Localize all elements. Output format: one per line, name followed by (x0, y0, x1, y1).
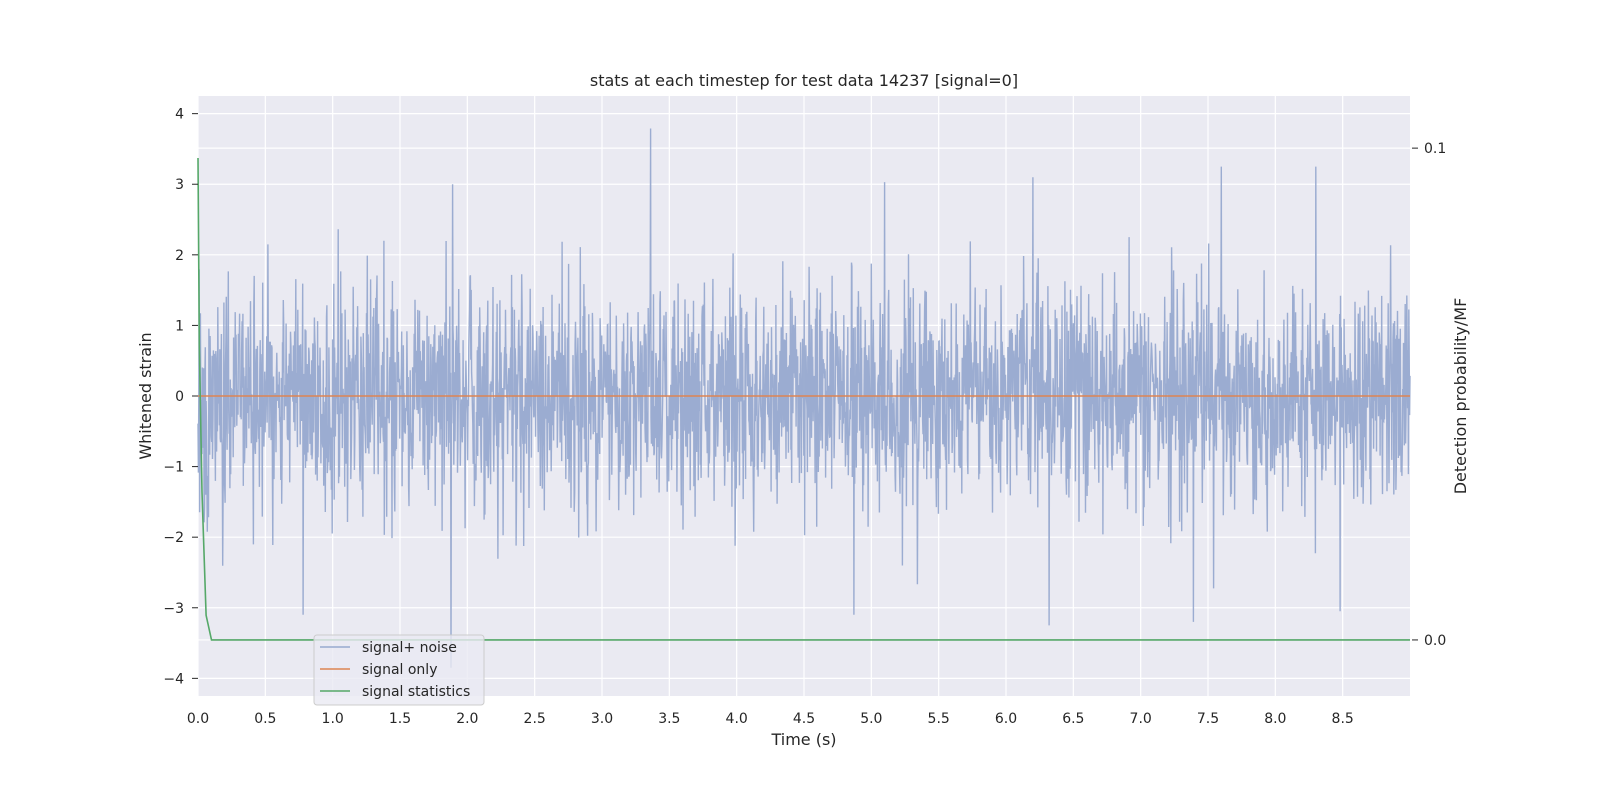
x-tick-label: 4.5 (793, 711, 815, 727)
x-tick-label: 2.0 (456, 711, 478, 727)
x-tick-label: 6.5 (1062, 711, 1084, 727)
legend-label-statistics: signal statistics (362, 684, 470, 700)
legend-label-noise: signal+ noise (362, 640, 457, 656)
chart-title: stats at each timestep for test data 142… (590, 71, 1018, 90)
x-tick-label: 5.0 (860, 711, 882, 727)
x-tick-label: 8.0 (1264, 711, 1286, 727)
y-tick-label: −2 (163, 530, 184, 546)
x-tick-label: 8.5 (1332, 711, 1354, 727)
legend-frame (313, 634, 485, 706)
y-tick-label: −3 (163, 601, 184, 617)
y-axis-label: Whitened strain (136, 332, 155, 459)
x-tick-label: 3.5 (658, 711, 680, 727)
x-tick-label: 0.0 (187, 711, 209, 727)
y-tick-label: 3 (175, 177, 184, 193)
y2-tick-label: 0.1 (1424, 141, 1446, 157)
legend: signal+ noise signal only signal statist… (313, 634, 485, 706)
series-signal-noise-line (197, 128, 1411, 668)
y2-tick-label: 0.0 (1424, 633, 1446, 649)
tick-layer: 0.0 0.5 1.0 1.5 2.0 2.5 3.0 3.5 4.0 4.5 5.0 5.5 6.0 6… (163, 107, 1446, 727)
x-axis-label: Time (s) (770, 730, 836, 749)
x-tick-label: 4.0 (726, 711, 748, 727)
y-tick-label: 0 (175, 389, 184, 405)
x-tick-label: 1.5 (389, 711, 411, 727)
y-tick-label: 2 (175, 248, 184, 264)
x-tick-label: 6.0 (995, 711, 1017, 727)
x-tick-label: 1.0 (322, 711, 344, 727)
y-tick-label: 1 (175, 318, 184, 334)
x-tick-label: 7.5 (1197, 711, 1219, 727)
y2-axis-label: Detection probability/MF (1451, 298, 1470, 495)
x-tick-label: 2.5 (524, 711, 546, 727)
x-tick-label: 0.5 (254, 711, 276, 727)
x-tick-label: 3.0 (591, 711, 613, 727)
x-tick-label: 7.0 (1130, 711, 1152, 727)
legend-label-signal: signal only (362, 662, 437, 678)
y-tick-label: −4 (163, 671, 184, 687)
y-tick-label: −1 (163, 460, 184, 476)
y-tick-label: 4 (175, 107, 184, 123)
x-tick-label: 5.5 (928, 711, 950, 727)
